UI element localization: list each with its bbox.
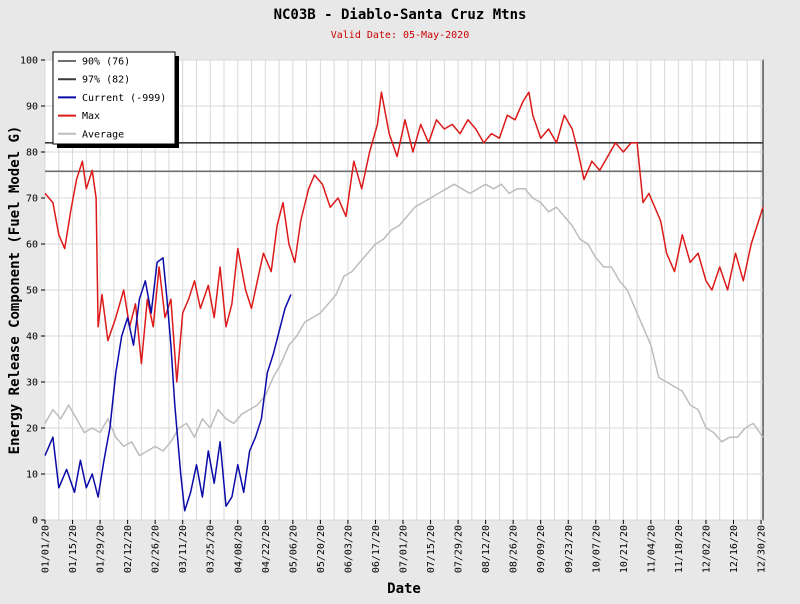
x-tick-label: 11/04/20 <box>646 525 657 573</box>
x-tick-label: 08/12/20 <box>481 525 492 573</box>
x-tick-label: 12/30/20 <box>757 525 768 573</box>
legend-item-90-percent-label: 90% (76) <box>82 57 130 68</box>
x-tick-label: 09/23/20 <box>564 525 575 573</box>
y-tick-label: 30 <box>26 378 38 389</box>
x-tick-label: 09/09/20 <box>536 525 547 573</box>
legend-items: 90% (76) 97% (82) Current (-999) Max Average <box>58 57 166 140</box>
x-tick-label: 03/25/20 <box>206 525 217 573</box>
x-tick-label: 01/15/20 <box>68 525 79 573</box>
x-tick-label: 02/12/20 <box>123 525 134 573</box>
x-tick-label: 08/26/20 <box>509 525 520 573</box>
x-tick-label: 07/01/20 <box>399 525 410 573</box>
x-tick-label: 06/17/20 <box>371 525 382 573</box>
x-tick-label: 04/22/20 <box>261 525 272 573</box>
y-tick-label: 70 <box>26 194 38 205</box>
x-axis-label: Date <box>387 581 421 597</box>
x-tick-label: 07/15/20 <box>426 525 437 573</box>
x-tick-label: 05/20/20 <box>316 525 327 573</box>
x-tick-label: 10/21/20 <box>619 525 630 573</box>
chart-title: NC03B - Diablo-Santa Cruz Mtns <box>274 7 527 23</box>
x-tick-label: 12/02/20 <box>701 525 712 573</box>
y-tick-label: 80 <box>26 148 38 159</box>
x-tick-label: 06/03/20 <box>343 525 354 573</box>
x-tick-label: 05/06/20 <box>288 525 299 573</box>
current-series-line <box>44 257 292 512</box>
x-tick-label: 01/29/20 <box>96 525 107 573</box>
legend-item-average-label: Average <box>82 129 124 140</box>
y-tick-label: 10 <box>26 470 38 481</box>
legend: 90% (76) 97% (82) Current (-999) Max Average <box>52 51 179 148</box>
y-tick-label: 20 <box>26 424 38 435</box>
x-tick-label: 01/01/20 <box>41 525 52 573</box>
chart-subtitle: Valid Date: 05-May-2020 <box>331 30 469 41</box>
y-tick-label: 100 <box>20 56 38 67</box>
y-axis-label: Energy Release Component (Fuel Model G) <box>7 126 23 455</box>
average-series-line <box>44 183 764 457</box>
legend-item-97-percent-label: 97% (82) <box>82 75 130 86</box>
y-tick-label: 40 <box>26 332 38 343</box>
x-tick-label: 02/26/20 <box>151 525 162 573</box>
x-tick-label: 04/08/20 <box>233 525 244 573</box>
legend-item-current-label: Current (-999) <box>82 93 166 104</box>
y-tick-label: 0 <box>32 516 38 527</box>
y-tick-label: 60 <box>26 240 38 251</box>
x-tick-label: 11/18/20 <box>674 525 685 573</box>
x-axis: 01/01/20 01/15/20 01/29/20 02/12/20 02/26/20… <box>41 520 768 573</box>
y-axis: 0 10 20 30 40 50 60 70 80 90 100 <box>20 56 45 527</box>
max-series-line <box>44 91 764 383</box>
x-tick-label: 12/16/20 <box>729 525 740 573</box>
x-tick-label: 07/29/20 <box>454 525 465 573</box>
legend-item-max-label: Max <box>82 111 100 122</box>
x-tick-label: 03/11/20 <box>178 525 189 573</box>
y-tick-label: 90 <box>26 102 38 113</box>
series-lines <box>44 91 764 512</box>
y-tick-label: 50 <box>26 286 38 297</box>
x-tick-label: 10/07/20 <box>591 525 602 573</box>
